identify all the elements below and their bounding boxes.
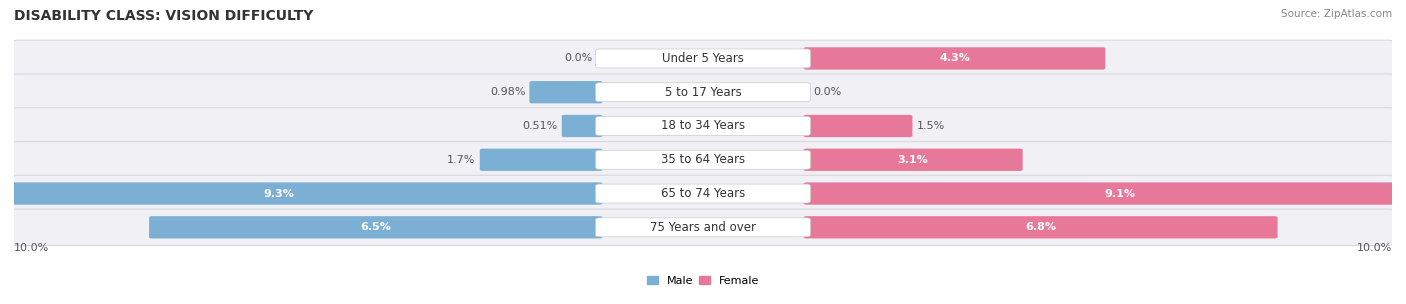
Text: 4.3%: 4.3% [939,54,970,64]
Text: Under 5 Years: Under 5 Years [662,52,744,65]
Text: 10.0%: 10.0% [14,243,49,253]
Text: 1.7%: 1.7% [447,155,475,165]
Text: 0.0%: 0.0% [565,54,593,64]
FancyBboxPatch shape [804,182,1406,205]
Text: 0.51%: 0.51% [523,121,558,131]
Text: 18 to 34 Years: 18 to 34 Years [661,119,745,133]
Text: 75 Years and over: 75 Years and over [650,221,756,234]
Text: 6.8%: 6.8% [1025,222,1056,232]
Text: DISABILITY CLASS: VISION DIFFICULTY: DISABILITY CLASS: VISION DIFFICULTY [14,9,314,23]
FancyBboxPatch shape [13,108,1393,144]
FancyBboxPatch shape [804,115,912,137]
FancyBboxPatch shape [0,182,602,205]
FancyBboxPatch shape [13,142,1393,178]
Text: 1.5%: 1.5% [917,121,945,131]
FancyBboxPatch shape [596,184,810,203]
Text: 0.0%: 0.0% [813,87,841,97]
FancyBboxPatch shape [13,40,1393,77]
Text: 5 to 17 Years: 5 to 17 Years [665,86,741,99]
Text: 3.1%: 3.1% [898,155,928,165]
FancyBboxPatch shape [13,74,1393,110]
FancyBboxPatch shape [596,83,810,102]
FancyBboxPatch shape [479,149,602,171]
Text: 0.98%: 0.98% [489,87,526,97]
Text: 10.0%: 10.0% [1357,243,1392,253]
Text: 6.5%: 6.5% [360,222,391,232]
FancyBboxPatch shape [13,175,1393,212]
Legend: Male, Female: Male, Female [643,271,763,291]
Text: 35 to 64 Years: 35 to 64 Years [661,153,745,166]
FancyBboxPatch shape [596,116,810,136]
Text: 9.3%: 9.3% [264,188,295,199]
FancyBboxPatch shape [804,47,1105,70]
FancyBboxPatch shape [804,149,1022,171]
FancyBboxPatch shape [562,115,602,137]
FancyBboxPatch shape [596,218,810,237]
FancyBboxPatch shape [596,150,810,169]
FancyBboxPatch shape [804,216,1278,238]
FancyBboxPatch shape [530,81,602,103]
Text: 9.1%: 9.1% [1104,188,1135,199]
FancyBboxPatch shape [13,209,1393,246]
Text: 65 to 74 Years: 65 to 74 Years [661,187,745,200]
Text: Source: ZipAtlas.com: Source: ZipAtlas.com [1281,9,1392,19]
FancyBboxPatch shape [149,216,602,238]
FancyBboxPatch shape [596,49,810,68]
